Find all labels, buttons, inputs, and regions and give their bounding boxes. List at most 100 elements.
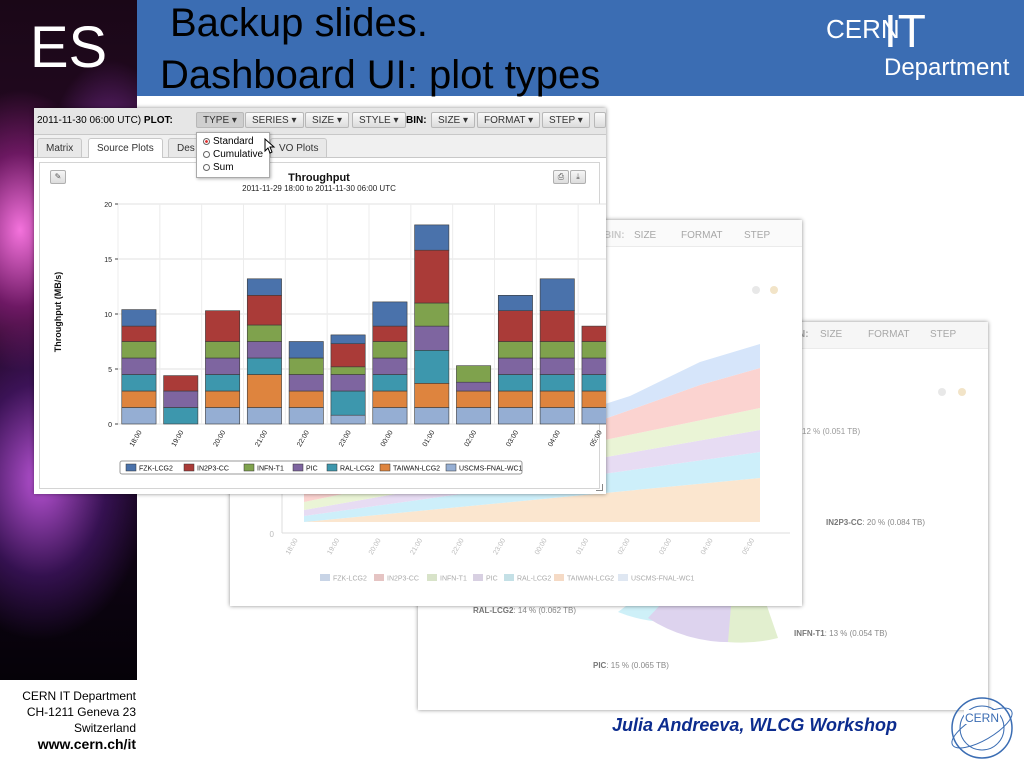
- pie-step-button[interactable]: STEP: [930, 329, 957, 340]
- bar-segment-in2p3-cc: [246, 295, 282, 326]
- bar-segment-fzk-lcg2: [539, 278, 575, 312]
- area-legend-swatch: [618, 574, 628, 581]
- x-axis-ticks: 18:00 19:00 20:00 21:00 22:00 23:00 00:00 01:00…: [129, 429, 604, 448]
- date-range-text: 2011-11-30 06:00 UTC): [37, 115, 142, 126]
- area-legend-label: TAIWAN-LCG2: [567, 576, 614, 583]
- type-option-sum[interactable]: Sum: [203, 162, 234, 174]
- bar-segment-uscms-fnal-wc1: [497, 407, 533, 425]
- download-icon[interactable]: ⤓: [570, 170, 586, 184]
- legend-label: TAIWAN-LCG2: [393, 466, 440, 473]
- area-legend-label: INFN-T1: [440, 576, 467, 583]
- area-legend-label: IN2P3-CC: [387, 576, 419, 583]
- print-icon[interactable]: ⎙: [553, 170, 569, 184]
- bar-segment-ral-lcg2: [246, 357, 282, 375]
- area-x-tick-label: 20:00: [368, 537, 383, 556]
- size-button-label: SIZE: [312, 115, 335, 126]
- area-x-tick-label: 04:00: [700, 537, 715, 556]
- area-bin-label: BIN:: [604, 230, 625, 241]
- bar-segment-ral-lcg2: [163, 407, 199, 425]
- bar-segment-pic: [121, 357, 157, 375]
- area-legend-swatch: [504, 574, 514, 581]
- type-button-label: TYPE: [203, 115, 230, 126]
- x-tick-label: 02:00: [463, 429, 478, 448]
- cern-it-logo: CERN IT Department: [826, 5, 1016, 90]
- tab-matrix[interactable]: Matrix: [37, 138, 83, 157]
- area-icon-print: [752, 286, 760, 294]
- type-option-standard[interactable]: Standard: [203, 136, 254, 148]
- bar-segment-infn-t1: [121, 341, 157, 359]
- mouse-cursor-icon: [264, 138, 276, 154]
- pie-label-partial: 12 % (0.051 TB): [802, 427, 860, 436]
- type-option-cumulative[interactable]: Cumulative: [203, 149, 263, 161]
- bar-segment-uscms-fnal-wc1: [456, 407, 492, 425]
- style-button-label: STYLE: [359, 115, 391, 126]
- bar-segment-fzk-lcg2: [288, 341, 324, 359]
- area-legend-swatch: [374, 574, 384, 581]
- bar-segment-in2p3-cc: [330, 343, 366, 368]
- x-tick-label: 19:00: [171, 429, 186, 448]
- area-step-button[interactable]: STEP: [744, 230, 771, 241]
- x-tick-label: 20:00: [212, 429, 227, 448]
- area-x-tick-label: 18:00: [285, 537, 300, 556]
- step-caret-icon: ▾: [577, 115, 583, 126]
- y-tick-label: 5: [108, 367, 112, 374]
- chart-bars: [121, 224, 606, 425]
- bin-size-button[interactable]: SIZE ▾: [431, 112, 476, 128]
- bar-segment-fzk-lcg2: [246, 278, 282, 296]
- bar-segment-uscms-fnal-wc1: [539, 407, 575, 425]
- area-size-button[interactable]: SIZE: [634, 230, 657, 241]
- chart-legend: FZK-LCG2 IN2P3-CC INFN-T1 PIC RAL-LCG2 TAIWAN…: [119, 460, 523, 475]
- legend-swatch: [379, 463, 391, 472]
- radio-selected-icon: [203, 138, 210, 145]
- series-button-label: SERIES: [252, 115, 289, 126]
- area-legend-swatch: [554, 574, 564, 581]
- bar-segment-in2p3-cc: [205, 310, 241, 342]
- type-button[interactable]: TYPE ▾: [196, 112, 244, 128]
- bar-segment-pic: [414, 325, 450, 351]
- bar-segment-taiwan-lcg2: [288, 390, 324, 408]
- area-format-button[interactable]: FORMAT: [681, 230, 723, 241]
- edit-icon[interactable]: ✎: [50, 170, 66, 184]
- footer-url[interactable]: www.cern.ch/it: [37, 736, 136, 752]
- bar-segment-pic: [288, 374, 324, 392]
- step-button[interactable]: STEP ▾: [542, 112, 590, 128]
- style-button[interactable]: STYLE ▾: [352, 112, 406, 128]
- bar-segment-taiwan-lcg2: [539, 390, 575, 408]
- series-button[interactable]: SERIES ▾: [245, 112, 304, 128]
- legend-swatch: [445, 463, 457, 472]
- slide-header: [137, 0, 1024, 96]
- pie-size-button[interactable]: SIZE: [820, 329, 843, 340]
- footer-line1: CERN IT Department: [22, 689, 136, 703]
- pie-site-pic: PIC: [593, 661, 607, 670]
- pie-label-ral: RAL-LCG2: 14 % (0.062 TB): [473, 606, 576, 615]
- size-button[interactable]: SIZE ▾: [305, 112, 350, 128]
- type-option-sum-label: Sum: [213, 162, 234, 173]
- chart-subtitle: 2011-11-29 18:00 to 2011-11-30 06:00 UTC: [242, 184, 396, 193]
- area-icon-download: [770, 286, 778, 294]
- bar-segment-infn-t1: [456, 365, 492, 383]
- bar-segment-pic: [372, 357, 408, 375]
- bar-segment-in2p3-cc: [163, 375, 199, 392]
- pie-value-in2p3: : 20 % (0.084 TB): [862, 518, 925, 527]
- pie-label-pic: PIC: 15 % (0.065 TB): [593, 661, 669, 670]
- plot-label: PLOT:: [143, 115, 173, 126]
- format-button-label: FORMAT: [484, 115, 526, 126]
- pie-format-button[interactable]: FORMAT: [868, 329, 910, 340]
- bar-segment-ral-lcg2: [414, 350, 450, 384]
- more-button[interactable]: [594, 112, 606, 128]
- legend-label: INFN-T1: [257, 466, 284, 473]
- bar-segment-infn-t1: [581, 341, 606, 359]
- pie-icon-download: [958, 388, 966, 396]
- bar-segment-pic: [163, 390, 199, 408]
- area-y-zero: 0: [270, 530, 275, 539]
- area-legend-label: PIC: [486, 576, 498, 583]
- x-tick-label: 23:00: [338, 429, 353, 448]
- tab-source-plots[interactable]: Source Plots: [88, 138, 163, 158]
- area-x-tick-label: 23:00: [492, 537, 507, 556]
- source-plots-window: 2011-11-30 06:00 UTC) PLOT: TYPE ▾ SERIE…: [34, 108, 606, 494]
- resize-handle-icon[interactable]: [596, 484, 603, 491]
- format-button[interactable]: FORMAT ▾: [477, 112, 541, 128]
- bar-segment-infn-t1: [330, 366, 366, 375]
- bar-segment-fzk-lcg2: [497, 295, 533, 312]
- legend-swatch: [125, 463, 137, 472]
